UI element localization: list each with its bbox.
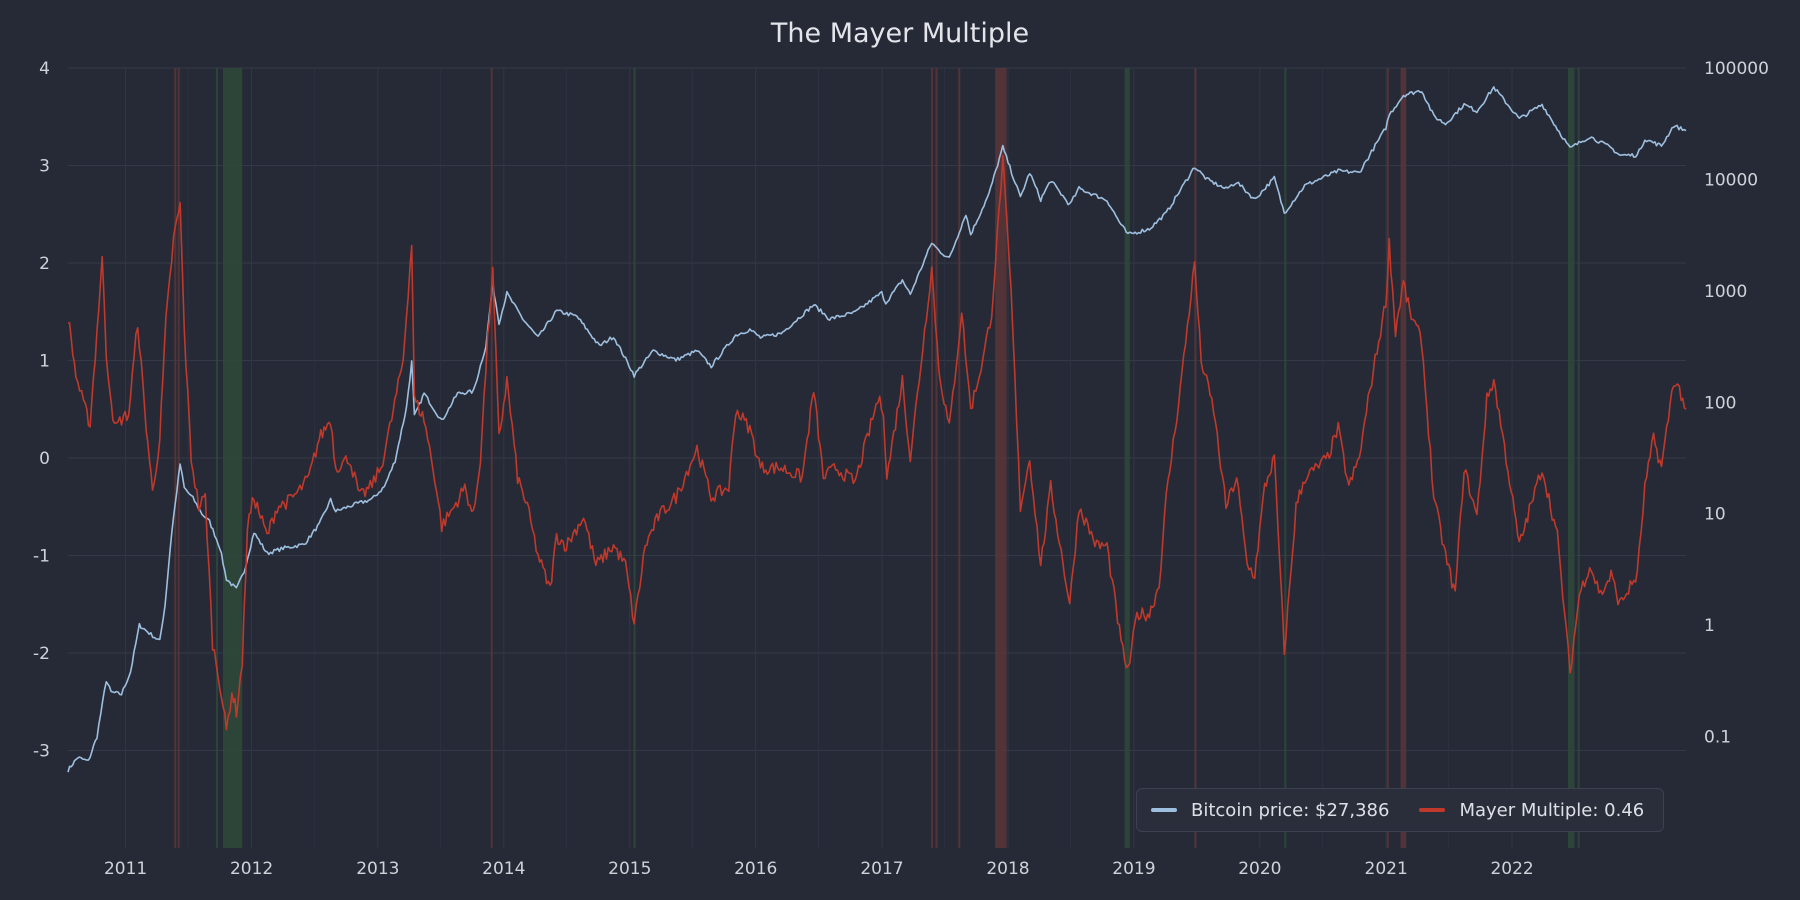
y-left-tick-label: -3: [33, 742, 50, 762]
highlight-band: [1400, 68, 1407, 848]
y-right-tick-label: 0.1: [1704, 728, 1731, 748]
x-tick-label: 2014: [482, 859, 525, 879]
chart-title: The Mayer Multiple: [770, 18, 1029, 49]
highlight-band: [1194, 68, 1197, 848]
x-tick-label: 2017: [860, 859, 903, 879]
y-right-tick-label: 1000: [1704, 282, 1747, 302]
x-tick-label: 2022: [1490, 859, 1533, 879]
y-left-tick-label: 0: [39, 449, 50, 469]
y-left-tick-label: 3: [39, 157, 50, 177]
y-right-tick-label: 100: [1704, 393, 1736, 413]
y-right-tick-label: 100000: [1704, 59, 1769, 79]
y-right-tick-label: 10000: [1704, 170, 1758, 190]
highlight-band: [1577, 68, 1580, 848]
x-tick-label: 2019: [1112, 859, 1155, 879]
legend-item-bitcoin-price[interactable]: Bitcoin price: $27,386: [1151, 800, 1389, 821]
grid: [68, 67, 1686, 848]
x-tick-label: 2012: [230, 859, 273, 879]
y-left-tick-label: 2: [39, 254, 50, 274]
highlight-band: [633, 68, 636, 848]
mayer-multiple-series: [67, 154, 1687, 731]
x-tick-label: 2015: [608, 859, 651, 879]
highlight-band: [935, 68, 938, 848]
highlight-band: [216, 68, 219, 848]
legend-item-mayer-multiple[interactable]: Mayer Multiple: 0.46: [1419, 800, 1644, 821]
y-right-tick-label: 1: [1704, 616, 1715, 636]
x-tick-label: 2018: [986, 859, 1029, 879]
y-left-tick-label: -1: [33, 547, 50, 567]
legend-swatch-mayer-multiple: [1419, 808, 1446, 812]
highlight-band: [958, 68, 961, 848]
highlight-band: [1386, 68, 1389, 848]
x-tick-label: 2016: [734, 859, 777, 879]
x-tick-label: 2021: [1365, 859, 1408, 879]
highlight-band: [1567, 68, 1575, 848]
y-left-tick-label: 1: [39, 352, 50, 372]
legend-label-mayer-multiple: Mayer Multiple: 0.46: [1459, 799, 1645, 821]
highlight-band: [1284, 68, 1287, 848]
x-tick-label: 2020: [1238, 859, 1281, 879]
highlight-band: [490, 68, 493, 848]
highlight-band: [995, 68, 1007, 848]
highlight-band: [931, 68, 934, 848]
y-left-tick-label: 4: [39, 59, 50, 79]
highlight-band: [177, 68, 180, 848]
highlight-bands: [174, 68, 1580, 848]
legend: Bitcoin price: $27,386 Mayer Multiple: 0…: [1136, 788, 1664, 832]
bitcoin-price-line: [67, 86, 1687, 773]
y-right-tick-label: 10: [1704, 505, 1726, 525]
legend-label-bitcoin-price: Bitcoin price: $27,386: [1191, 799, 1390, 821]
x-tick-label: 2011: [104, 859, 147, 879]
highlight-band: [1124, 68, 1130, 848]
highlight-band: [222, 68, 243, 848]
bitcoin-price-series: [67, 86, 1687, 773]
x-tick-label: 2013: [356, 859, 399, 879]
highlight-band: [174, 68, 177, 848]
y-left-tick-label: -2: [33, 644, 50, 664]
mayer-multiple-line: [67, 154, 1687, 731]
legend-swatch-bitcoin-price: [1151, 808, 1177, 812]
